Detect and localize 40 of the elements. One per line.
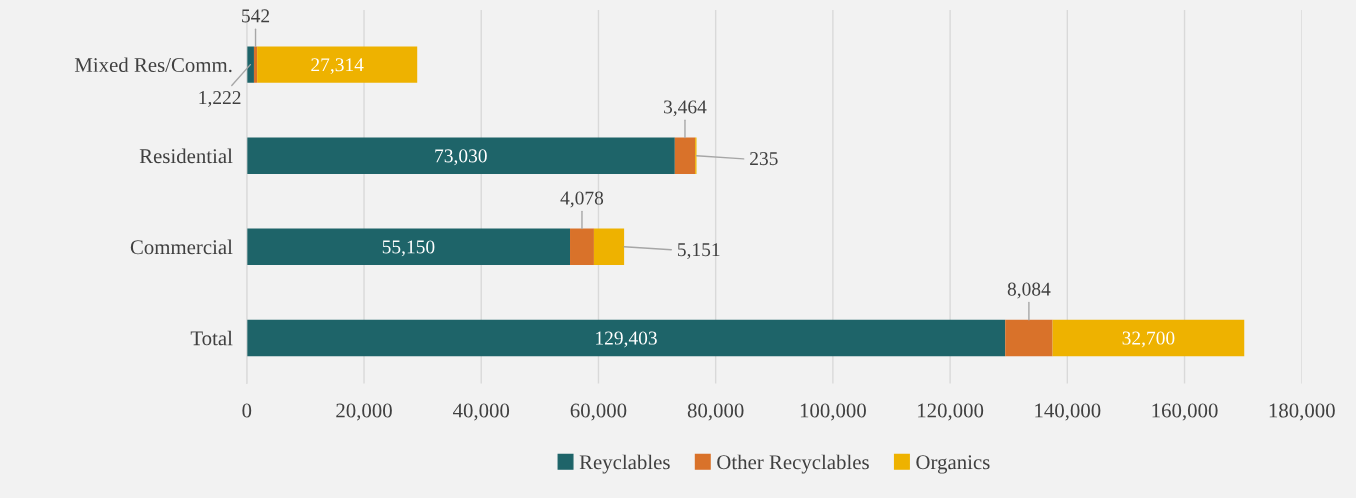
- y-tick-label: Residential: [139, 148, 233, 164]
- data-label: 73,030: [435, 149, 487, 166]
- bar: [1052, 319, 1245, 357]
- data-label: 5,151: [677, 243, 720, 260]
- x-tick-label: 80,000: [687, 403, 744, 421]
- x-tick-label: 60,000: [570, 403, 627, 421]
- x-tick-label: 40,000: [452, 403, 510, 421]
- bar: [674, 137, 696, 174]
- x-tick-label: 160,000: [1152, 403, 1218, 421]
- data-label: 27,314: [311, 58, 364, 75]
- legend-label: Reyclables: [579, 454, 670, 474]
- x-tick-label: 100,000: [800, 403, 866, 421]
- data-label: 3,464: [664, 100, 707, 117]
- bar: [246, 319, 1006, 357]
- data-label: 32,700: [1122, 331, 1175, 348]
- data-label: 129,403: [596, 331, 657, 348]
- y-tick-label: Mixed Res/Comm.: [74, 57, 232, 73]
- data-label: 4,078: [560, 191, 604, 208]
- bar: [246, 137, 675, 174]
- bar: [570, 228, 594, 266]
- x-tick-label: 20,000: [336, 403, 392, 421]
- bar: [257, 46, 418, 83]
- data-label: 8,084: [1007, 282, 1051, 299]
- bar: [253, 46, 258, 83]
- bar: [246, 228, 571, 266]
- x-tick-label: 140,000: [1035, 403, 1101, 421]
- bar: [1005, 319, 1053, 357]
- x-tick-label: 0: [242, 403, 252, 418]
- x-tick-label: 180,000: [1269, 403, 1335, 421]
- data-label: 1,222: [199, 91, 241, 107]
- data-label: 542: [242, 9, 270, 23]
- legend-label: Organics: [916, 455, 990, 474]
- legend-label: Other Recyclables: [717, 454, 869, 474]
- bar: [593, 228, 625, 266]
- y-tick-label: Total: [190, 330, 233, 346]
- x-tick-label: 120,000: [918, 403, 984, 421]
- bar: [246, 46, 254, 83]
- data-label: 55,150: [382, 240, 435, 257]
- y-tick-label: Commercial: [130, 239, 233, 255]
- data-label: 235: [750, 152, 778, 166]
